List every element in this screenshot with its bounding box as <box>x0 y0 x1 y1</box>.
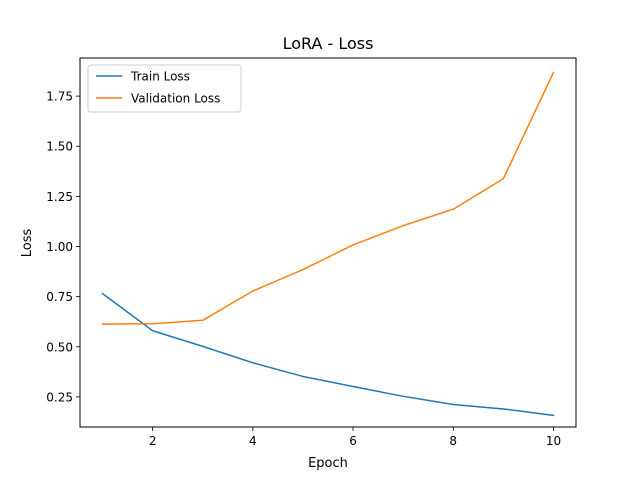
y-axis-label: Loss <box>20 229 35 258</box>
x-tick-label: 8 <box>449 434 457 448</box>
x-tick-label: 10 <box>546 434 561 448</box>
chart-title: LoRA - Loss <box>283 34 374 53</box>
axes-frame <box>79 57 577 428</box>
legend-box <box>87 64 242 113</box>
y-tick-label: 1.00 <box>46 240 73 254</box>
x-axis-label: Epoch <box>308 456 348 471</box>
series-line-1 <box>101 71 555 325</box>
legend-label-1: Validation Loss <box>131 92 220 106</box>
legend: Train Loss Validation Loss <box>87 64 242 113</box>
y-tick-label: 0.25 <box>46 390 73 404</box>
plot-area <box>101 71 555 417</box>
series-line-0 <box>101 292 555 417</box>
y-tick-label: 1.25 <box>46 190 73 204</box>
x-tick-label: 6 <box>349 434 357 448</box>
y-tick-label: 1.50 <box>46 140 73 154</box>
x-tick-label: 4 <box>249 434 257 448</box>
y-tick-label: 1.75 <box>46 90 73 104</box>
y-tick-label: 0.75 <box>46 290 73 304</box>
y-tick-label: 0.50 <box>46 340 73 354</box>
axis-ticks: 2 4 6 8 10 0.25 0.50 0.75 1.00 1.25 1.50 1.75 <box>46 90 561 448</box>
legend-label-0: Train Loss <box>130 70 190 84</box>
x-tick-label: 2 <box>149 434 157 448</box>
